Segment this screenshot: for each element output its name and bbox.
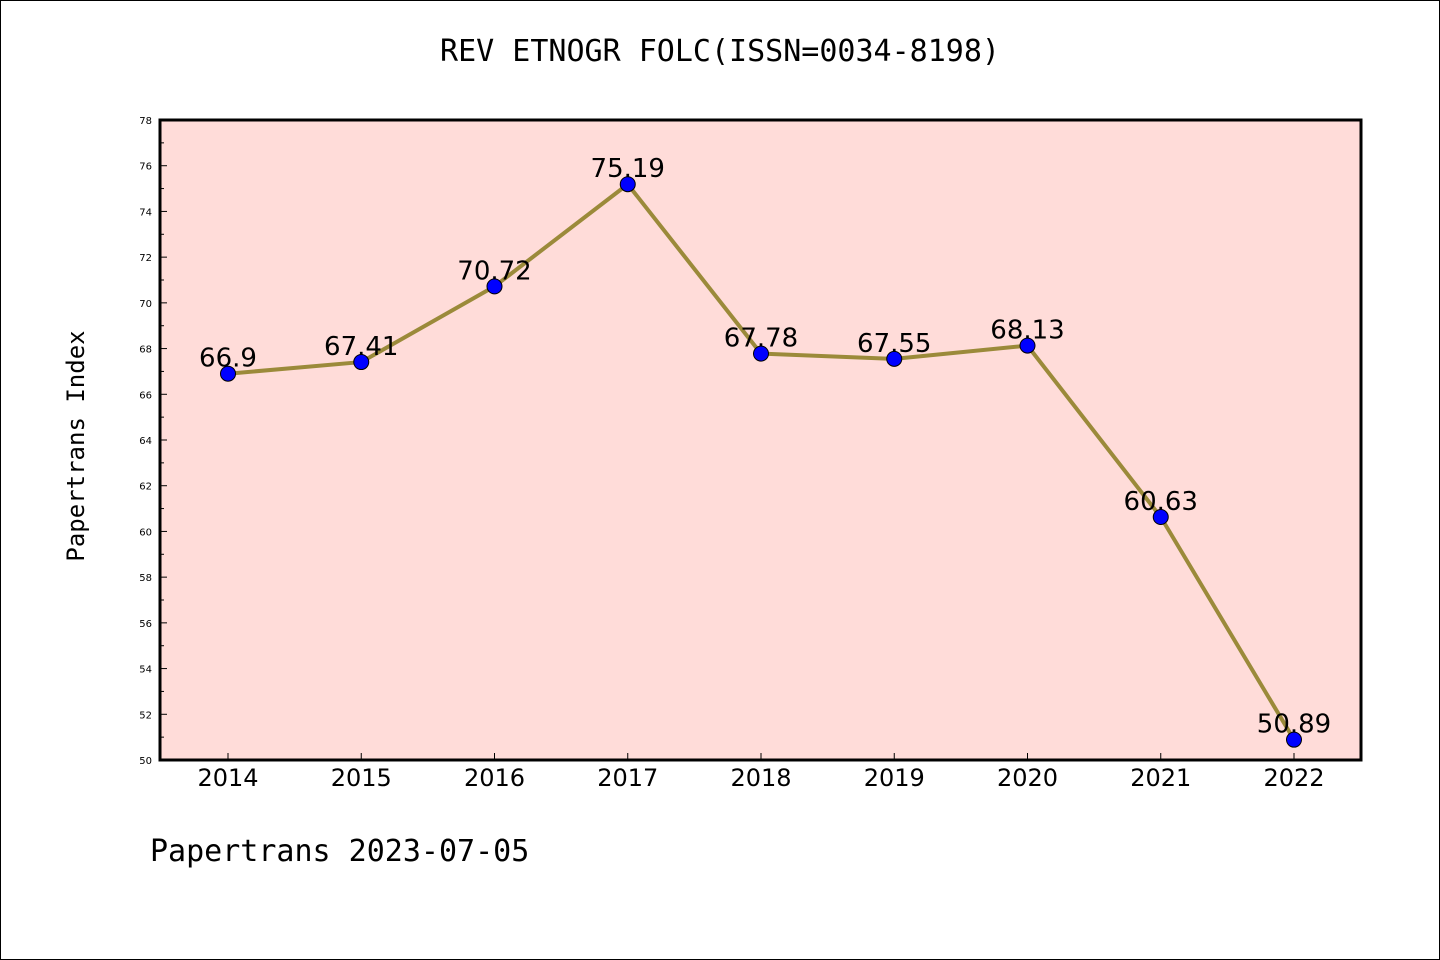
y-tick-label: 52 bbox=[139, 710, 152, 721]
data-point bbox=[1019, 337, 1036, 354]
x-tick-label: 2022 bbox=[1263, 764, 1324, 792]
y-tick-label: 68 bbox=[139, 345, 152, 356]
data-label: 60.63 bbox=[1124, 487, 1198, 517]
data-label: 50.89 bbox=[1257, 710, 1331, 740]
data-label: 66.9 bbox=[199, 344, 257, 374]
data-point bbox=[486, 278, 503, 295]
y-tick-label: 72 bbox=[139, 253, 152, 264]
data-label: 68.13 bbox=[990, 316, 1064, 346]
plot-area bbox=[160, 120, 1361, 760]
data-label: 67.78 bbox=[724, 324, 798, 354]
data-point bbox=[886, 350, 903, 367]
x-tick-label: 2018 bbox=[730, 764, 791, 792]
data-point bbox=[1286, 731, 1302, 748]
chart-title: REV ETNOGR FOLC(ISSN=0034-8198) bbox=[440, 34, 1000, 69]
y-tick-label: 78 bbox=[139, 116, 152, 127]
x-tick-label: 2021 bbox=[1130, 764, 1191, 792]
x-tick-label: 2019 bbox=[864, 764, 925, 792]
data-point bbox=[353, 354, 370, 371]
data-point bbox=[619, 176, 636, 193]
data-label: 70.72 bbox=[457, 256, 531, 286]
data-point bbox=[1152, 509, 1169, 526]
data-label: 67.41 bbox=[324, 332, 398, 362]
y-tick-label: 66 bbox=[139, 390, 152, 401]
y-tick-label: 70 bbox=[139, 299, 152, 310]
x-tick-label: 2015 bbox=[331, 764, 392, 792]
y-tick-label: 76 bbox=[139, 162, 152, 173]
data-point bbox=[753, 345, 769, 362]
data-point bbox=[220, 365, 236, 382]
y-tick-label: 50 bbox=[139, 756, 152, 767]
y-axis-ticks: 50 52 54 56 58 60 62 64 66 68 70 72 74 76 78 bbox=[139, 116, 167, 767]
x-axis-ticks: 2014 2015 2016 2017 2018 2019 2020 2021 2022 bbox=[197, 753, 1325, 792]
data-label: 75.19 bbox=[591, 154, 665, 184]
y-tick-label: 56 bbox=[139, 619, 152, 630]
y-tick-label: 74 bbox=[139, 207, 152, 218]
data-markers bbox=[220, 176, 1302, 748]
x-tick-label: 2020 bbox=[997, 764, 1058, 792]
y-tick-label: 58 bbox=[139, 573, 152, 584]
y-tick-label: 54 bbox=[139, 665, 152, 676]
y-tick-label: 64 bbox=[139, 436, 152, 447]
data-labels: 66.9 67.41 70.72 75.19 67.78 67.55 68.13 60.63 5… bbox=[199, 154, 1331, 739]
x-tick-label: 2014 bbox=[197, 764, 258, 792]
data-label: 67.55 bbox=[857, 329, 931, 359]
y-tick-label: 60 bbox=[139, 527, 152, 538]
plot-border bbox=[158, 118, 1363, 762]
footer-credit: Papertrans 2023-07-05 bbox=[150, 834, 530, 869]
x-tick-label: 2017 bbox=[597, 764, 658, 792]
y-tick-label: 62 bbox=[139, 482, 152, 493]
x-tick-label: 2016 bbox=[464, 764, 525, 792]
